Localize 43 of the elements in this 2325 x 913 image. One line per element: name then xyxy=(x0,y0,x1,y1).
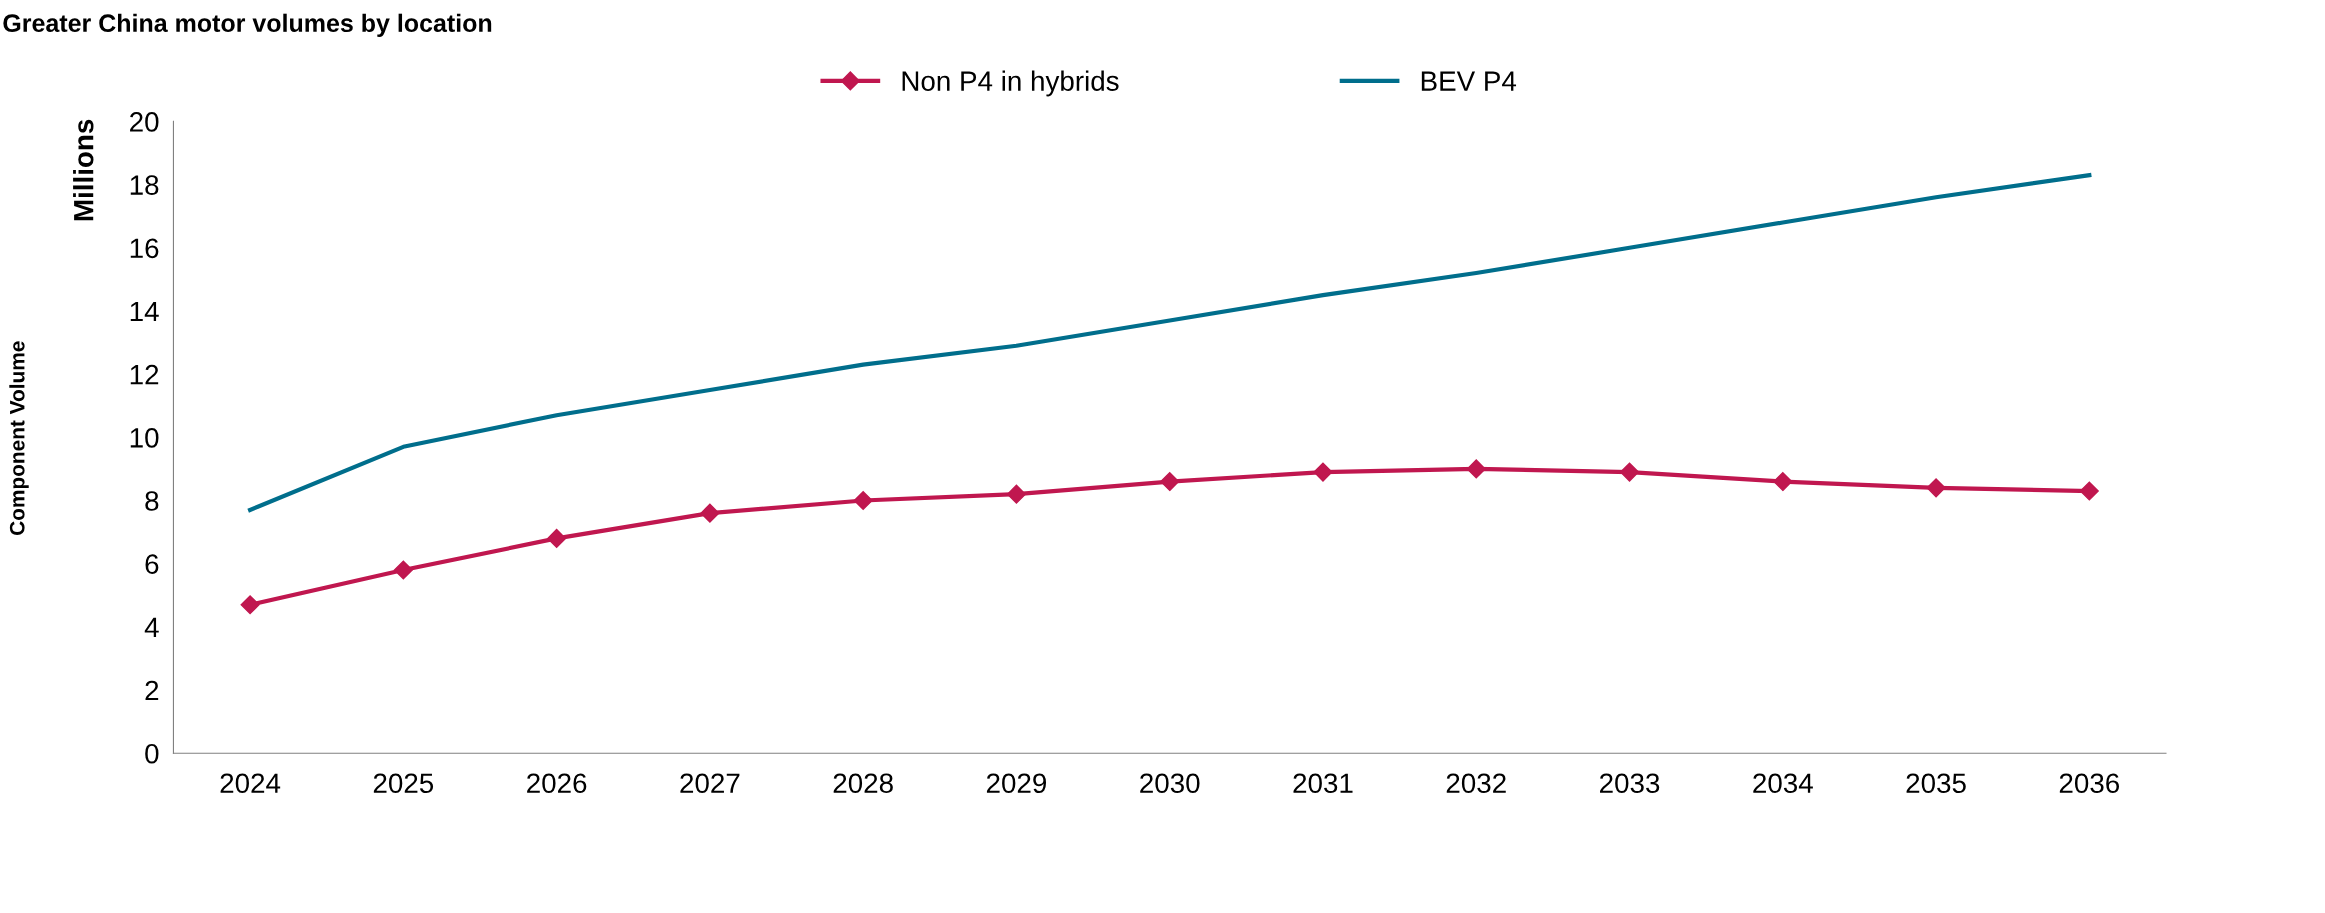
x-tick-label: 2027 xyxy=(680,773,740,794)
x-tick-label: 2032 xyxy=(1446,773,1506,794)
y-tick-label: 2 xyxy=(145,680,159,701)
y-tick-label: 4 xyxy=(144,617,159,637)
x-tick-label: 2028 xyxy=(833,773,893,794)
x-tick-label: 2024 xyxy=(220,773,281,794)
point xyxy=(547,528,567,548)
point xyxy=(700,503,720,523)
y-tick-label: 14 xyxy=(130,301,159,322)
y-tick-label: 10 xyxy=(130,428,159,448)
point xyxy=(240,595,260,615)
point xyxy=(1006,484,1026,504)
x-tick-label: 2026 xyxy=(527,773,587,794)
legend-label: Non P4 in hybrids xyxy=(902,70,1119,97)
x-tick-label: 2033 xyxy=(1600,773,1660,794)
point xyxy=(853,490,873,511)
y-tick-label: 6 xyxy=(145,554,159,575)
point xyxy=(1160,472,1180,492)
x-tick-label: 2036 xyxy=(2059,773,2120,794)
x-tick-label: 2031 xyxy=(1293,773,1353,794)
text: Millions xyxy=(73,119,94,221)
x-tick-label: 2029 xyxy=(986,773,1047,794)
point xyxy=(1619,462,1640,482)
x-tick-label: 2030 xyxy=(1140,773,1200,794)
line-series xyxy=(247,173,2092,513)
legend-label: BEV P4 xyxy=(1421,71,1517,91)
point xyxy=(1773,472,1793,492)
point xyxy=(393,560,413,580)
point xyxy=(1466,459,1486,479)
y-tick-label: 0 xyxy=(145,743,159,764)
y-tick-label: 12 xyxy=(130,364,159,385)
x-tick-label: 2035 xyxy=(1906,773,1966,794)
y-tick-label: 18 xyxy=(130,175,159,195)
point xyxy=(2079,481,2099,501)
x-tick-label: 2025 xyxy=(373,773,434,794)
y-axis-title: Component Volume xyxy=(9,341,29,535)
point xyxy=(1926,478,1946,498)
y-tick-label: 16 xyxy=(130,238,159,259)
y-tick-label: 20 xyxy=(130,112,159,132)
y-tick-label: 8 xyxy=(145,491,159,511)
point xyxy=(1313,462,1333,482)
x-tick-label: 2034 xyxy=(1753,773,1813,794)
chart-title: Greater China motor volumes by location xyxy=(3,13,492,37)
